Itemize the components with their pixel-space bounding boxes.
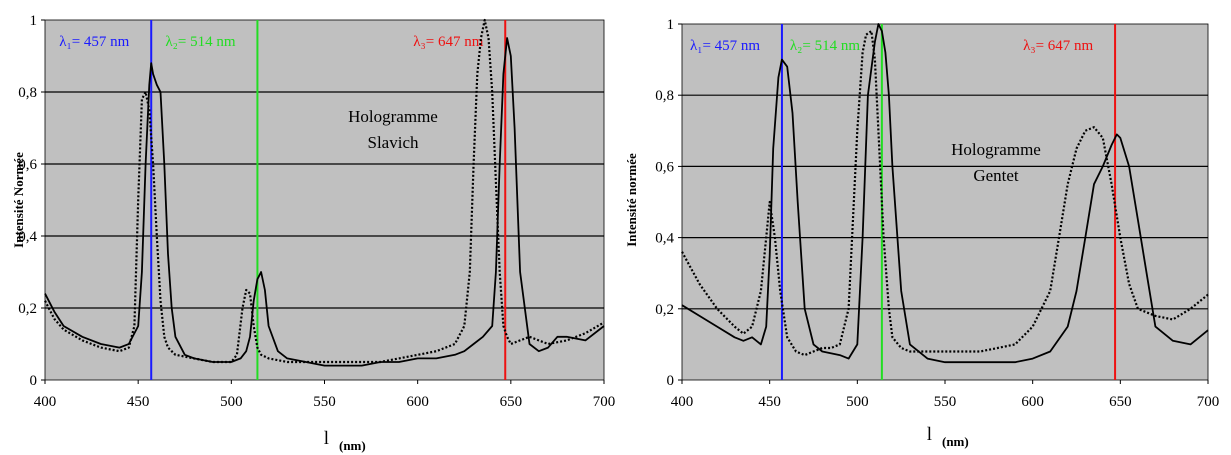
x-axis-unit: (nm) bbox=[942, 434, 969, 449]
y-axis-label: Intensité Normée bbox=[11, 152, 26, 248]
series-solid-line bbox=[44, 37, 605, 367]
y-tick-label: 0,4 bbox=[655, 231, 674, 247]
laser-label-457: λ₁= 457 nm bbox=[59, 34, 129, 50]
x-tick-label: 550 bbox=[934, 394, 957, 410]
y-tick-label: 0,2 bbox=[18, 301, 37, 317]
x-tick-label: 600 bbox=[406, 394, 429, 410]
x-tick-label: 500 bbox=[846, 394, 869, 410]
y-tick-label: 0,4 bbox=[18, 229, 37, 245]
y-tick-labels: 0 0,2 0,4 0,6 0,8 1 bbox=[18, 13, 45, 389]
x-tick-labels: 400 450 500 550 600 650 700 bbox=[671, 380, 1220, 410]
y-tick-label: 0 bbox=[30, 373, 38, 389]
series-dotted-line bbox=[44, 18, 605, 364]
x-tick-label: 700 bbox=[1197, 394, 1220, 410]
x-tick-labels: 400 450 500 550 600 650 700 bbox=[34, 380, 616, 410]
chart-slavich: λ₁= 457 nm λ₂= 514 nm λ₃= 647 nm 0 0,2 0,4 0,… bbox=[11, 13, 615, 453]
series-lines bbox=[44, 18, 605, 367]
y-tick-label: 0,2 bbox=[655, 302, 674, 318]
x-tick-label: 600 bbox=[1021, 394, 1044, 410]
x-tick-label: 650 bbox=[1109, 394, 1132, 410]
y-tick-labels: 0 0,2 0,4 0,6 0,8 1 bbox=[655, 17, 682, 389]
x-tick-label: 400 bbox=[34, 394, 57, 410]
x-tick-label: 650 bbox=[500, 394, 523, 410]
series-dotted-line bbox=[681, 30, 1209, 357]
annotation-line-2: Slavich bbox=[368, 133, 419, 152]
plot-area bbox=[681, 23, 1209, 381]
x-tick-label: 700 bbox=[593, 394, 616, 410]
x-tick-label: 450 bbox=[758, 394, 781, 410]
x-tick-label: 500 bbox=[220, 394, 243, 410]
laser-label-514: λ₂= 514 nm bbox=[790, 38, 860, 54]
laser-lines: λ₁= 457 nm λ₂= 514 nm λ₃= 647 nm bbox=[59, 20, 507, 380]
x-axis-symbol: l bbox=[927, 424, 932, 445]
x-tick-label: 550 bbox=[313, 394, 336, 410]
y-tick-label: 1 bbox=[30, 13, 38, 29]
y-tick-label: 1 bbox=[667, 17, 675, 33]
plot-area bbox=[44, 19, 605, 381]
x-axis-symbol: l bbox=[324, 428, 329, 449]
y-tick-label: 0,6 bbox=[18, 157, 37, 173]
laser-label-647: λ₃= 647 nm bbox=[413, 34, 483, 50]
annotation-line-2: Gentet bbox=[973, 166, 1019, 185]
laser-label-457: λ₁= 457 nm bbox=[690, 38, 760, 54]
x-axis-unit: (nm) bbox=[339, 438, 366, 453]
series-solid-line bbox=[681, 23, 1209, 364]
y-tick-label: 0,6 bbox=[655, 159, 674, 175]
x-tick-label: 450 bbox=[127, 394, 150, 410]
annotation-line-1: Hologramme bbox=[951, 140, 1041, 159]
y-tick-label: 0,8 bbox=[18, 85, 37, 101]
y-tick-label: 0 bbox=[667, 373, 675, 389]
y-tick-label: 0,8 bbox=[655, 88, 674, 104]
laser-label-647: λ₃= 647 nm bbox=[1023, 38, 1093, 54]
chart-gentet: λ₁= 457 nm λ₂= 514 nm λ₃= 647 nm 0 0,2 0,4 0,… bbox=[624, 17, 1219, 449]
y-axis-label: Intensité normée bbox=[624, 153, 639, 247]
series-lines bbox=[681, 23, 1209, 364]
annotation-line-1: Hologramme bbox=[348, 107, 438, 126]
laser-label-514: λ₂= 514 nm bbox=[165, 34, 235, 50]
x-tick-label: 400 bbox=[671, 394, 694, 410]
